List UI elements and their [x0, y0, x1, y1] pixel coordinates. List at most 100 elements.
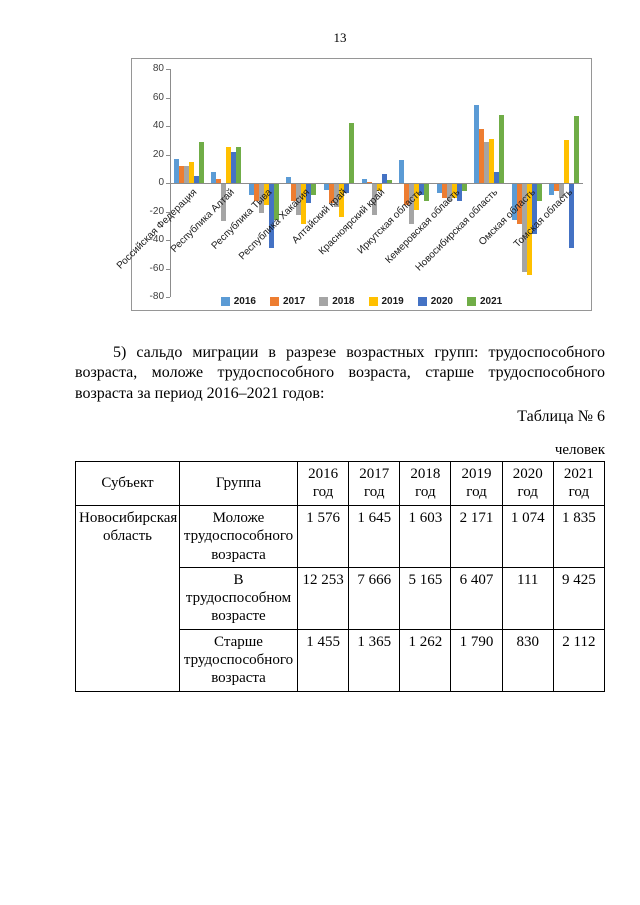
document-page: 13 2016 2017 2018 2019 2020 2021 80 60 40 20 0 -20…	[75, 30, 606, 692]
legend-item: 2021	[467, 296, 502, 307]
y-axis-label: 60	[152, 91, 164, 103]
value-cell: 830	[501, 628, 554, 692]
table-row: В трудоспособном возрасте 12 253 7 666 5 16…	[76, 566, 606, 630]
chart-bar	[306, 184, 312, 203]
chart-bar	[456, 184, 462, 202]
table-row: Старше трудоспособного возраста 1 455 1 36…	[76, 628, 606, 692]
category-label: Иркутская область	[355, 187, 425, 257]
table-header-row: Субъект Группа 2016 год 2017 год 2018 год 201…	[75, 460, 606, 506]
column-header: 2019 год	[450, 460, 503, 506]
y-axis-label: -20	[149, 205, 164, 217]
column-header: 2020 год	[501, 460, 554, 506]
column-header: Группа	[179, 460, 298, 506]
column-header: Субъект	[75, 460, 180, 506]
subject-cell: Новосибирская область	[75, 504, 180, 692]
chart-bar	[419, 184, 425, 196]
legend-label: 2020	[430, 296, 453, 307]
chart-bar	[216, 178, 222, 183]
group-cell: Моложе трудоспособного возраста	[179, 504, 298, 568]
y-axis-tick	[166, 183, 170, 184]
chart-bar	[564, 140, 570, 183]
chart-bar	[376, 184, 382, 192]
chart-bar	[211, 171, 217, 183]
table-unit-label: человек	[554, 441, 605, 458]
category-label: Красноярский край	[316, 187, 388, 258]
y-axis-tick	[166, 268, 170, 270]
value-cell: 1 455	[296, 628, 350, 692]
y-axis-tick	[166, 211, 170, 213]
chart-bar	[436, 184, 442, 193]
chart-bar	[301, 184, 307, 224]
table-caption: Таблица № 6	[517, 407, 605, 425]
chart-bar	[516, 184, 522, 224]
chart-bar	[371, 184, 377, 216]
y-axis-label: -40	[149, 234, 164, 245]
chart-bar	[338, 184, 344, 217]
chart-bar	[484, 141, 490, 183]
value-cell: 1 835	[552, 504, 606, 568]
chart-bar	[333, 184, 339, 207]
chart-bar	[231, 151, 237, 183]
y-axis-tick	[166, 154, 170, 156]
chart-bar	[499, 114, 505, 183]
chart-bar	[559, 184, 565, 199]
chart-bar	[399, 160, 405, 183]
legend-item: 2016	[220, 296, 256, 307]
category-label: Кемеровская область	[383, 187, 463, 266]
chart-bar	[348, 123, 354, 183]
chart-bar	[381, 174, 387, 183]
value-cell: 1 576	[296, 504, 350, 568]
value-cell: 2 171	[450, 504, 503, 568]
column-header: 2017 год	[348, 460, 401, 506]
legend-item: 2019	[368, 296, 404, 307]
chart-bar	[286, 177, 292, 183]
group-cell: В трудоспособном возрасте	[179, 566, 298, 630]
value-cell: 9 425	[552, 566, 606, 630]
legend-swatch	[319, 297, 329, 306]
legend-item: 2018	[319, 296, 355, 307]
chart-bar	[198, 141, 204, 183]
value-cell: 7 666	[348, 566, 401, 630]
y-axis-tick	[166, 240, 170, 241]
chart-bar	[441, 184, 447, 199]
chart-bar	[221, 184, 227, 222]
legend-label: 2016	[233, 296, 256, 307]
y-axis-label: 20	[152, 148, 164, 160]
chart-bar	[248, 184, 254, 196]
chart-bar	[569, 184, 575, 249]
value-cell: 6 407	[450, 566, 503, 630]
chart-bar	[273, 184, 279, 220]
chart-bar	[489, 138, 495, 183]
group-cell: Старше трудоспособного возраста	[179, 628, 298, 692]
chart-bar	[328, 184, 334, 203]
chart-bar	[296, 184, 302, 216]
chart-bar	[549, 184, 555, 196]
chart-bar	[494, 171, 500, 183]
y-axis-label: 80	[152, 63, 164, 74]
chart-bar	[366, 181, 372, 183]
chart-bar	[409, 184, 415, 224]
chart-bar	[536, 184, 542, 202]
chart-bar	[554, 184, 560, 192]
y-axis-label: 0	[158, 177, 164, 188]
chart-bar	[268, 184, 274, 249]
chart-bar	[461, 184, 467, 192]
chart-bar	[258, 184, 264, 213]
chart-bar	[188, 161, 194, 183]
chart-bar	[526, 184, 532, 276]
legend-label: 2018	[332, 296, 355, 307]
value-cell: 1 074	[501, 504, 554, 568]
y-axis-tick	[166, 297, 170, 298]
chart-bar	[386, 180, 392, 183]
y-axis-label: -60	[149, 262, 164, 274]
chart-bar	[263, 184, 269, 206]
chart-bar	[479, 128, 485, 183]
value-cell: 2 112	[552, 628, 606, 692]
chart-bar	[521, 184, 527, 273]
legend-item: 2020	[417, 296, 453, 307]
column-header: 2016 год	[296, 460, 350, 506]
chart-bar	[404, 184, 410, 206]
legend-item: 2017	[270, 296, 305, 307]
chart-legend: 2016 2017 2018 2019 2020 2021	[132, 296, 591, 307]
value-cell: 111	[501, 566, 554, 630]
